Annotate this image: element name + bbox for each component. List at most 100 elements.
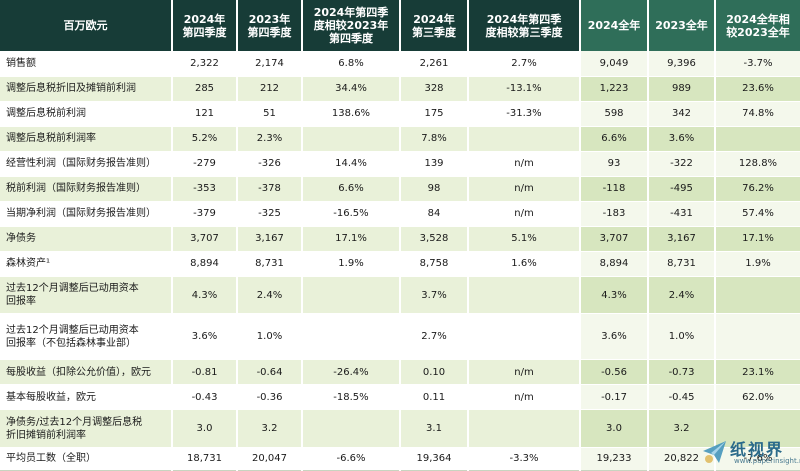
- table-cell: 3.0: [172, 409, 238, 448]
- table-cell: 93: [580, 151, 649, 177]
- table-cell: [715, 313, 800, 361]
- table-cell: -0.73: [648, 359, 716, 386]
- table-cell: n/m: [468, 176, 581, 202]
- header-fy-2023: 2023全年: [648, 0, 716, 51]
- table-cell: 9,396: [648, 51, 716, 77]
- table-cell: 62.0%: [715, 384, 800, 411]
- table-cell: 5.2%: [172, 126, 238, 152]
- table-cell: -495: [648, 176, 716, 202]
- table-cell: 3.6%: [648, 126, 716, 152]
- table-cell: 342: [648, 101, 716, 127]
- table-cell: -31.3%: [468, 101, 581, 127]
- table-cell: 1,223: [580, 76, 649, 102]
- table-row: 过去12个月调整后已动用资本 回报率 4.3% 2.4% 3.7% 4.3% 2.4%: [0, 276, 800, 315]
- table-cell: 6.6%: [580, 126, 649, 152]
- watermark-logo: 纸视界 www.paperinsight.net: [700, 436, 800, 468]
- table-cell: 2,322: [172, 51, 238, 77]
- row-label: 净债务/过去12个月调整后息税 折旧摊销前利润率: [0, 409, 173, 448]
- table-cell: 20,822: [648, 447, 716, 471]
- table-cell: 9,049: [580, 51, 649, 77]
- table-cell: -183: [580, 201, 649, 227]
- table-cell: [468, 276, 581, 315]
- table-cell: -3.7%: [715, 51, 800, 77]
- table-cell: 98: [400, 176, 469, 202]
- row-label: 平均员工数（全职）: [0, 447, 173, 471]
- table-cell: 3.6%: [580, 313, 649, 361]
- table-cell: 74.8%: [715, 101, 800, 127]
- table-row: 森林资产¹ 8,894 8,731 1.9% 8,758 1.6% 8,894 8,731 1.…: [0, 251, 800, 277]
- table-cell: 20,047: [237, 447, 303, 471]
- table-row: 过去12个月调整后已动用资本 回报率（不包括森林事业部） 3.6% 1.0% 2.7%…: [0, 313, 800, 361]
- table-cell: -325: [237, 201, 303, 227]
- table-cell: 6.8%: [302, 51, 401, 77]
- table-cell: 8,894: [580, 251, 649, 277]
- table-cell: -279: [172, 151, 238, 177]
- row-label: 基本每股收益，欧元: [0, 384, 173, 411]
- table-cell: 17.1%: [715, 226, 800, 252]
- table-cell: 2,174: [237, 51, 303, 77]
- table-cell: 3.6%: [172, 313, 238, 361]
- table-cell: n/m: [468, 201, 581, 227]
- table-row: 当期净利润（国际财务报告准则） -379 -325 -16.5% 84 n/m -183 -4…: [0, 201, 800, 227]
- table-cell: -0.36: [237, 384, 303, 411]
- table-cell: 1.9%: [715, 251, 800, 277]
- table-row: 调整后息税折旧及摊销前利润 285 212 34.4% 328 -13.1% 1,223 98…: [0, 76, 800, 102]
- table-cell: -379: [172, 201, 238, 227]
- table-cell: -18.5%: [302, 384, 401, 411]
- table-cell: 14.4%: [302, 151, 401, 177]
- table-cell: -0.45: [648, 384, 716, 411]
- table-cell: -7.6%: [715, 447, 800, 471]
- paper-plane-icon: [703, 441, 726, 463]
- table-cell: [468, 126, 581, 152]
- table-cell: -0.17: [580, 384, 649, 411]
- table-cell: -16.5%: [302, 201, 401, 227]
- table-cell: [302, 126, 401, 152]
- table-cell: 212: [237, 76, 303, 102]
- table-row: 每股收益（扣除公允价值），欧元 -0.81 -0.64 -26.4% 0.10 n/m -0…: [0, 359, 800, 386]
- table-cell: -378: [237, 176, 303, 202]
- table-row: 税前利润（国际财务报告准则） -353 -378 6.6% 98 n/m -118 -495 7…: [0, 176, 800, 202]
- table-cell: 175: [400, 101, 469, 127]
- table-cell: -3.3%: [468, 447, 581, 471]
- table-cell: 18,731: [172, 447, 238, 471]
- table-cell: 2.3%: [237, 126, 303, 152]
- watermark-name: 纸视界: [730, 440, 785, 459]
- table-cell: [302, 409, 401, 448]
- header-fy-2024: 2024全年: [580, 0, 649, 51]
- header-q4-vs-q4: 2024年第四季 度相较2023年 第四季度: [302, 0, 401, 51]
- table-cell: 3,707: [172, 226, 238, 252]
- table-cell: 4.3%: [580, 276, 649, 315]
- table-cell: [302, 313, 401, 361]
- table-cell: [302, 276, 401, 315]
- table-cell: [715, 276, 800, 315]
- row-label: 经营性利润（国际财务报告准则）: [0, 151, 173, 177]
- table-cell: 3.7%: [400, 276, 469, 315]
- table-cell: n/m: [468, 384, 581, 411]
- table-cell: 2.4%: [648, 276, 716, 315]
- table-cell: 3,167: [237, 226, 303, 252]
- table-cell: [468, 313, 581, 361]
- table-cell: -0.81: [172, 359, 238, 386]
- row-label: 过去12个月调整后已动用资本 回报率（不包括森林事业部）: [0, 313, 173, 361]
- row-label: 每股收益（扣除公允价值），欧元: [0, 359, 173, 386]
- table-row: 基本每股收益，欧元 -0.43 -0.36 -18.5% 0.11 n/m -0.17 -0.…: [0, 384, 800, 411]
- table-cell: 3.2: [648, 409, 716, 448]
- table-cell: 76.2%: [715, 176, 800, 202]
- table-cell: 121: [172, 101, 238, 127]
- table-cell: 989: [648, 76, 716, 102]
- table-cell: -0.56: [580, 359, 649, 386]
- table-cell: 2.7%: [400, 313, 469, 361]
- table-cell: 2.7%: [468, 51, 581, 77]
- table-row: 调整后息税前利润率 5.2% 2.3% 7.8% 6.6% 3.6%: [0, 126, 800, 152]
- table-row: 经营性利润（国际财务报告准则） -279 -326 14.4% 139 n/m 93 -322…: [0, 151, 800, 177]
- table-cell: -13.1%: [468, 76, 581, 102]
- table-cell: -0.64: [237, 359, 303, 386]
- table-cell: -326: [237, 151, 303, 177]
- table-cell: 5.1%: [468, 226, 581, 252]
- table-cell: [715, 126, 800, 152]
- table-cell: 598: [580, 101, 649, 127]
- row-label: 过去12个月调整后已动用资本 回报率: [0, 276, 173, 315]
- table-cell: -431: [648, 201, 716, 227]
- row-label: 森林资产¹: [0, 251, 173, 277]
